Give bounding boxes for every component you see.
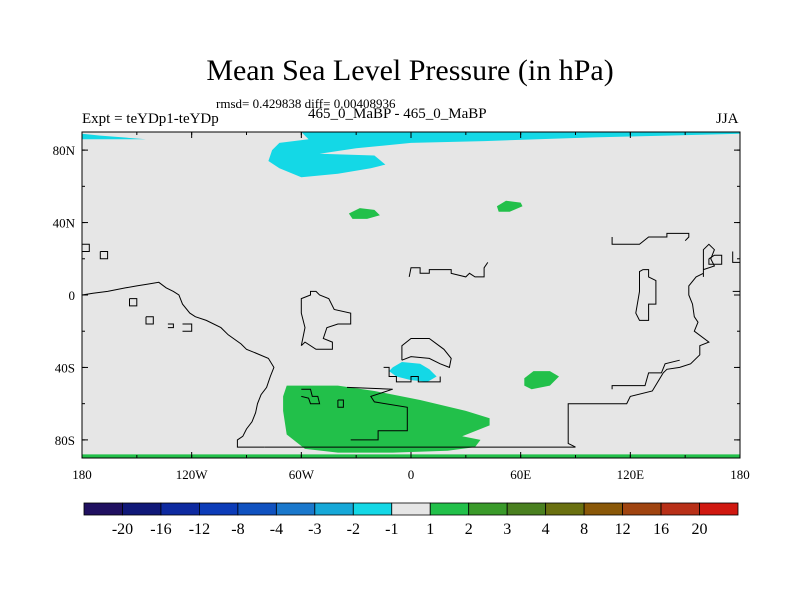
colorbar-swatch: [468, 502, 508, 516]
colorbar-swatch: [237, 502, 277, 516]
colorbar-swatch: [199, 502, 239, 516]
coastline-5: [301, 388, 321, 405]
colorbar-label: 2: [465, 521, 473, 538]
coastline-21: [383, 366, 441, 383]
colorbar-label: -3: [308, 521, 321, 538]
y-tick-label: 40S: [55, 360, 75, 375]
coastline-16: [182, 323, 193, 332]
x-tick-label: 180: [730, 467, 750, 482]
coastline-15: [167, 323, 174, 329]
x-tick-label: 0: [408, 467, 415, 482]
x-tick-label: 120W: [176, 467, 209, 482]
x-tick-label: 120E: [617, 467, 645, 482]
x-tick-label: 180: [72, 467, 92, 482]
coastline-9: [408, 262, 489, 278]
y-tick-label: 80N: [53, 143, 76, 158]
colorbar-swatch: [314, 502, 354, 516]
x-axis: 180 120W 60W 0 60E 120E 180: [72, 132, 750, 482]
colorbar-swatch: [352, 502, 393, 516]
y-tick-label: 80S: [55, 433, 75, 448]
colorbar-swatch: [545, 502, 585, 516]
contour-region-0: [82, 132, 740, 178]
colorbar-label: -2: [347, 521, 360, 538]
coastline-11: [82, 243, 90, 252]
colorbar-swatch: [160, 502, 200, 516]
experiment-label: Expt = teYDp1-teYDp: [82, 111, 219, 127]
colorbar: -20 -16 -12 -8 -4 -3 -2 -1 1 2 3 4 8 12 16 20: [83, 502, 739, 538]
contour-region-1: [82, 133, 146, 140]
colorbar-label: 4: [542, 521, 550, 538]
colorbar-swatch: [122, 502, 162, 516]
coastline-8: [300, 290, 352, 350]
contour-region-2: [348, 208, 380, 219]
colorbar-label: 12: [615, 521, 631, 538]
colorbar-label: 16: [653, 521, 669, 538]
coastline-17: [635, 269, 657, 321]
coastline-19: [732, 251, 740, 263]
colorbar-swatch: [429, 502, 470, 516]
coastline-12: [99, 251, 109, 260]
colorbar-swatch: [660, 502, 700, 516]
colorbar-label: -4: [270, 521, 283, 538]
colorbar-label: 3: [503, 521, 511, 538]
coastline-14: [145, 316, 154, 325]
colorbar-swatch: [391, 502, 431, 516]
coastline-6: [337, 399, 344, 408]
x-tick-label: 60E: [510, 467, 531, 482]
y-axis: 80N 40N 0 40S 80S: [53, 143, 740, 448]
colorbar-swatch: [83, 502, 123, 516]
stats-line: rmsd= 0.429838 diff= 0.00408936: [216, 96, 396, 111]
colorbar-label: -1: [385, 521, 398, 538]
coastlines: [81, 232, 740, 448]
y-tick-label: 40N: [53, 216, 76, 231]
coastline-13: [129, 298, 138, 307]
contour-region-4: [389, 362, 437, 382]
colorbar-swatch: [275, 502, 316, 516]
contour-region-6: [283, 385, 490, 453]
coastline-4: [346, 386, 408, 441]
colorbar-swatch: [506, 502, 547, 516]
contour-region-5: [524, 371, 559, 390]
colorbar-label: 1: [426, 521, 434, 538]
coastline-2: [567, 243, 716, 448]
coastline-18: [708, 254, 723, 265]
colorbar-label: 8: [580, 521, 588, 538]
y-tick-label: 0: [69, 288, 76, 303]
colorbar-swatch: [699, 502, 739, 516]
coastline-3: [611, 359, 680, 390]
colorbar-label: 20: [692, 521, 708, 538]
run-comparison-label: 465_0_MaBP - 465_0_MaBP: [308, 106, 487, 122]
coastline-7: [401, 338, 452, 369]
contour-region-3: [496, 200, 523, 212]
x-tick-label: 60W: [289, 467, 315, 482]
colorbar-label: -12: [189, 521, 210, 538]
chart-title: Mean Sea Level Pressure (in hPa): [206, 54, 614, 87]
coastline-0: [81, 281, 275, 448]
colorbar-label: -16: [150, 521, 171, 538]
coastline-10: [611, 232, 690, 245]
colorbar-swatch: [622, 502, 662, 516]
season-label: JJA: [716, 111, 739, 127]
colorbar-label: -20: [112, 521, 133, 538]
colorbar-label: -8: [231, 521, 244, 538]
colorbar-swatch: [583, 502, 623, 516]
